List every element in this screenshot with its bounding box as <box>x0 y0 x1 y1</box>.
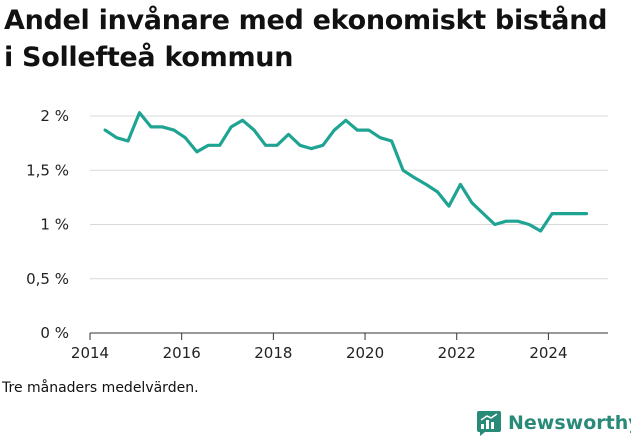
newsworthy-logo-icon <box>477 411 501 436</box>
data-point <box>401 169 405 172</box>
data-point <box>378 136 382 139</box>
data-point <box>482 212 485 215</box>
brand[interactable]: Newsworthy <box>476 407 631 439</box>
data-point <box>184 136 187 139</box>
y-tick-label: 1,5 % <box>26 161 69 179</box>
data-point <box>287 133 290 136</box>
data-point <box>115 136 118 139</box>
x-tick-label: 2016 <box>163 344 201 362</box>
data-point <box>447 204 451 208</box>
data-point <box>436 190 439 194</box>
data-point <box>470 201 474 204</box>
data-point <box>539 229 542 233</box>
data-point <box>218 144 221 147</box>
line-chart: 0 % 0,5 % 1 % 1,5 % 2 % 2014 2016 2018 2020 2022… <box>26 107 608 362</box>
data-point <box>550 212 554 215</box>
data-point <box>527 223 531 226</box>
x-tick-label: 2024 <box>529 344 567 362</box>
data-point <box>390 139 393 143</box>
data-point <box>103 128 107 132</box>
y-axis-labels: 0 % 0,5 % 1 % 1,5 % 2 % <box>26 107 69 342</box>
gridlines <box>90 115 608 280</box>
x-tick-label: 2018 <box>254 344 292 362</box>
data-point <box>252 128 256 132</box>
series-line <box>103 111 589 233</box>
data-point <box>505 220 508 223</box>
y-tick-label: 1 % <box>40 216 69 234</box>
data-point <box>126 139 130 143</box>
data-point <box>459 183 462 186</box>
brand-name: Newsworthy <box>508 412 631 434</box>
y-tick-label: 0 % <box>40 324 69 342</box>
data-point <box>333 128 336 132</box>
data-point <box>149 125 153 129</box>
series-layer <box>103 111 589 233</box>
data-point <box>172 128 176 132</box>
data-point <box>241 119 244 122</box>
x-tick-label: 2022 <box>438 344 476 362</box>
x-tick-label: 2014 <box>71 344 109 362</box>
data-point <box>298 144 302 147</box>
data-point <box>161 125 164 129</box>
x-axis: 2014 2016 2018 2020 2022 2024 <box>71 332 608 362</box>
data-point <box>275 144 279 147</box>
data-point <box>493 223 496 226</box>
data-point <box>310 147 313 150</box>
data-point <box>321 144 325 147</box>
data-point <box>516 220 519 223</box>
data-point <box>573 212 577 215</box>
x-tick-label: 2020 <box>346 344 384 362</box>
y-tick-label: 2 % <box>40 107 69 125</box>
data-point <box>264 144 267 147</box>
y-tick-label: 0,5 % <box>26 270 69 288</box>
data-point <box>413 176 416 180</box>
chart-note: Tre månaders medelvärden. <box>2 380 199 396</box>
data-point <box>207 144 210 147</box>
data-point <box>562 212 565 215</box>
data-point <box>138 111 141 114</box>
data-point <box>585 212 588 215</box>
data-point <box>424 183 428 186</box>
data-point <box>195 150 199 154</box>
data-point <box>229 125 233 129</box>
chart-title: Andel invånare med ekonomiskt bistånd i … <box>4 5 608 73</box>
data-point <box>356 128 359 132</box>
data-point <box>367 128 370 132</box>
data-point <box>344 119 347 122</box>
